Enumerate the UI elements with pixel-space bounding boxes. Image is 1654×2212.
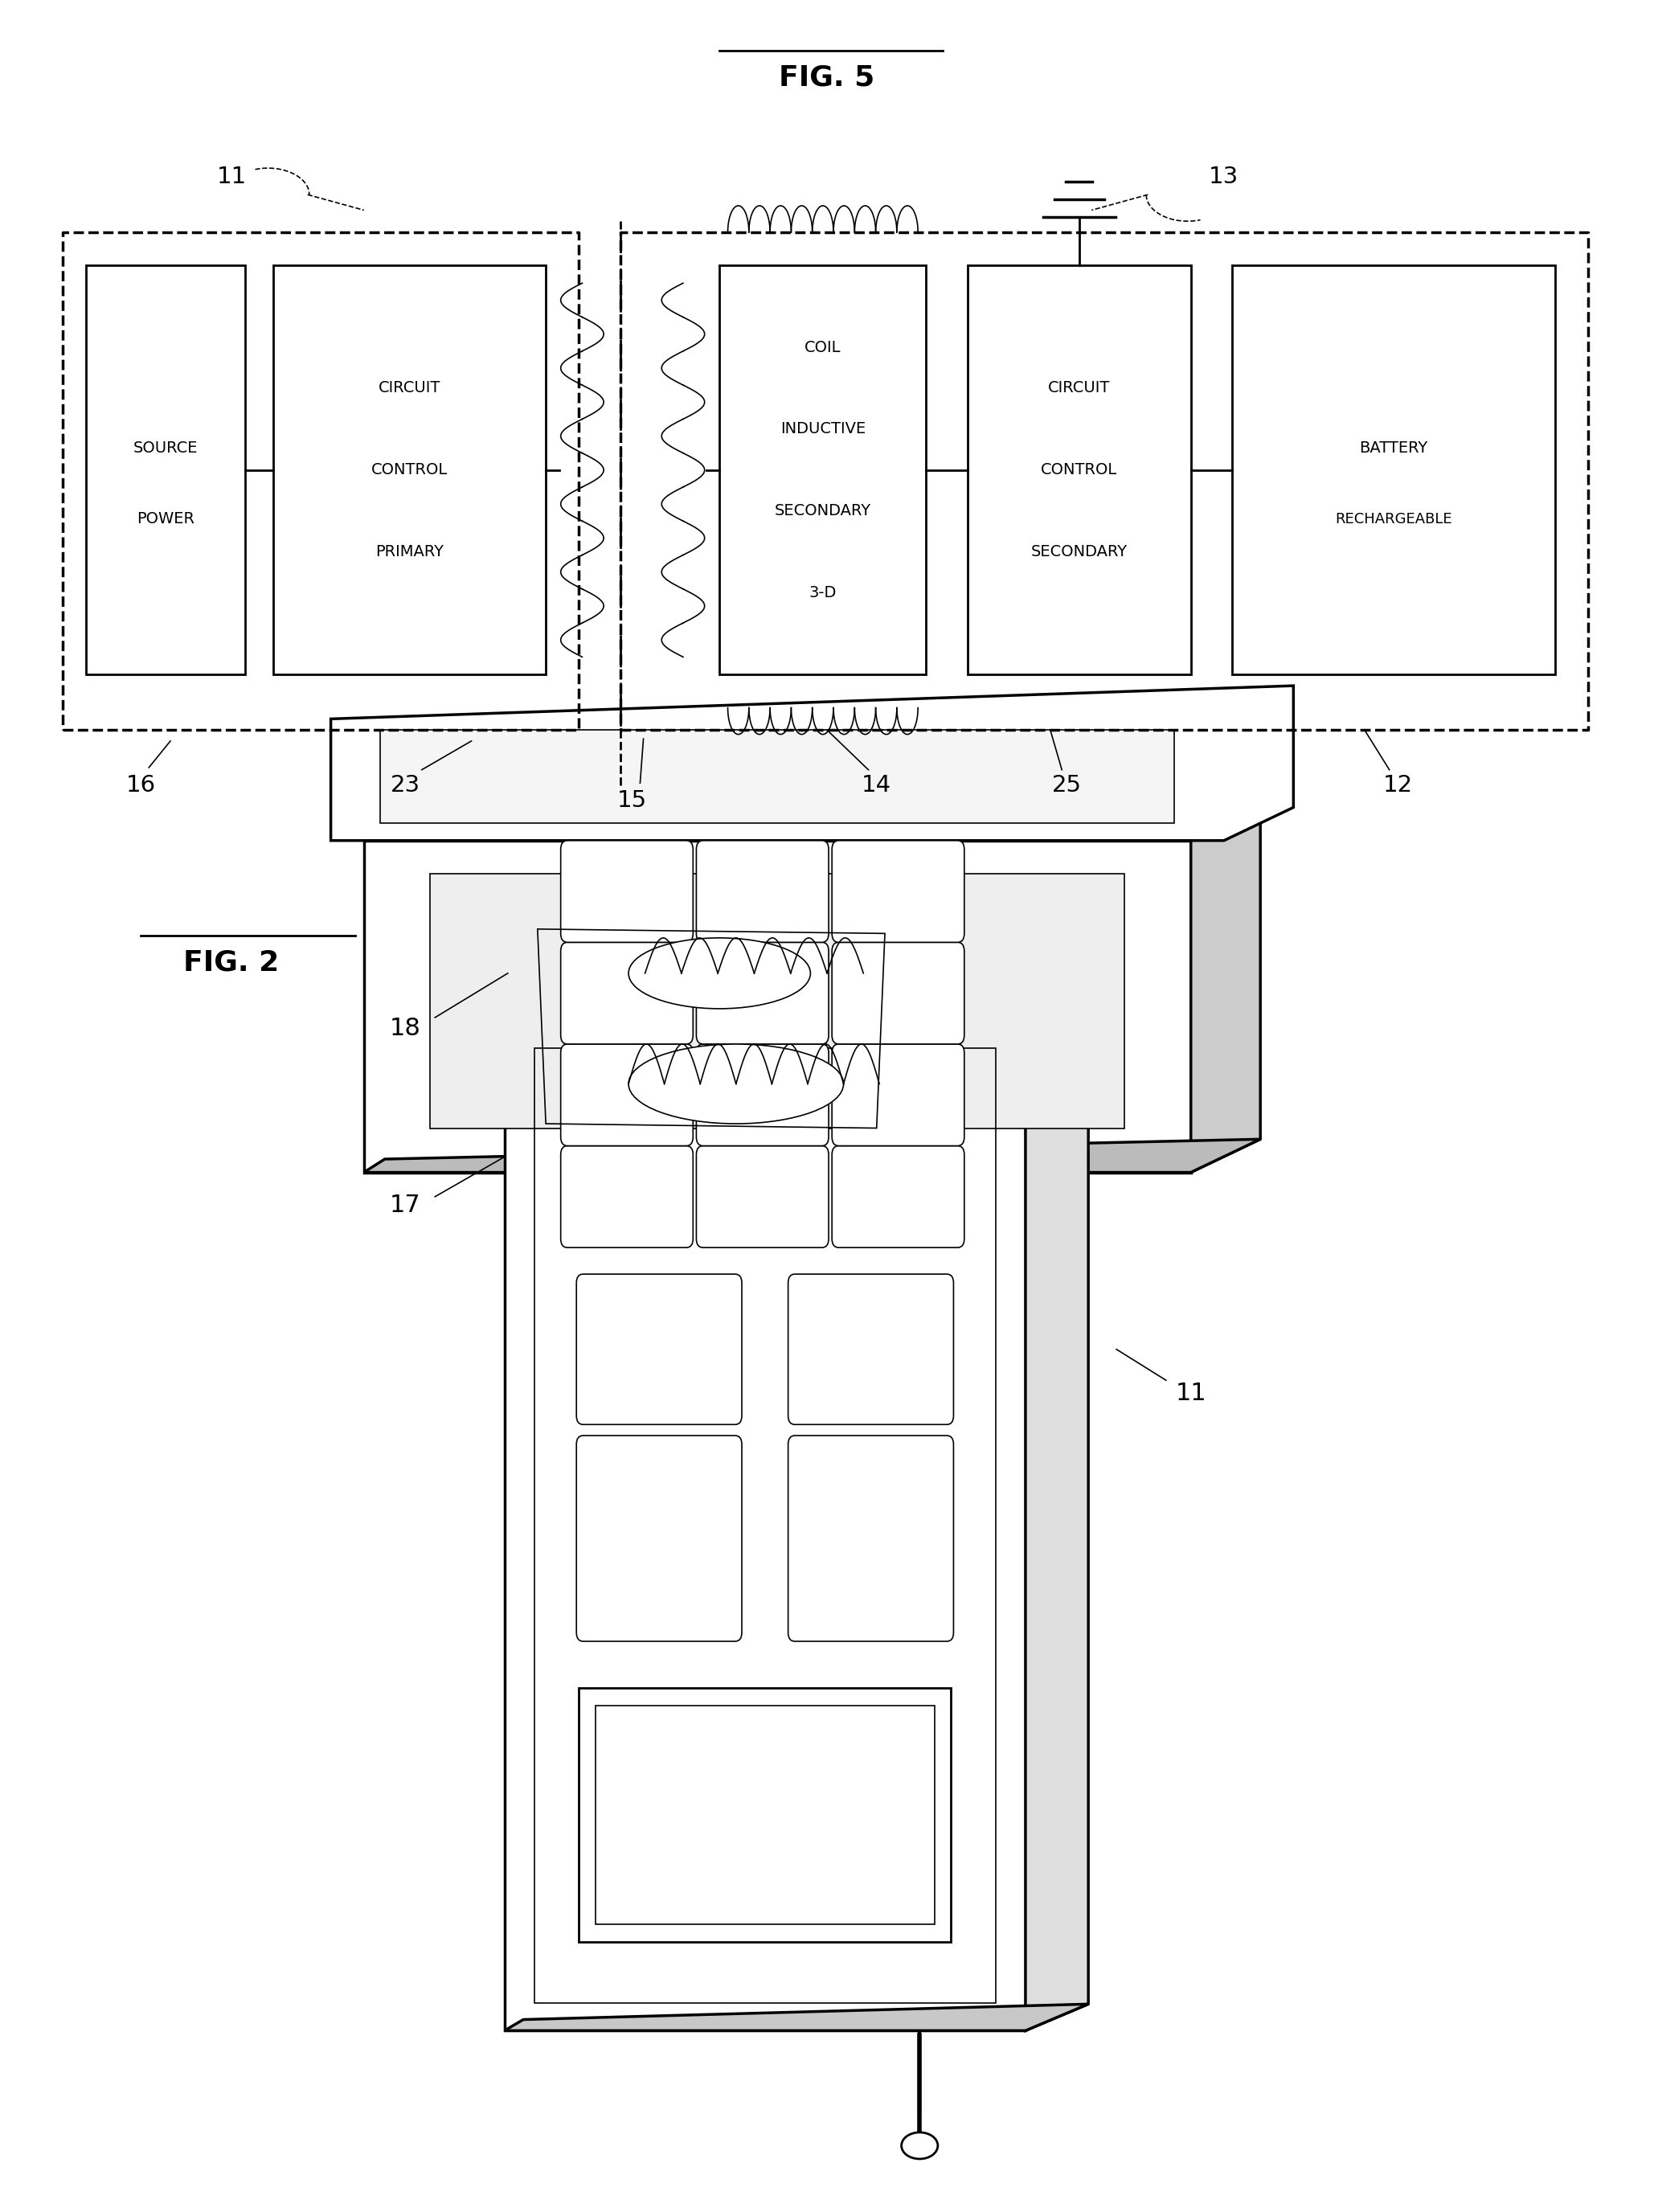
FancyBboxPatch shape — [561, 942, 693, 1044]
Text: CIRCUIT: CIRCUIT — [379, 380, 440, 396]
Text: BATTERY: BATTERY — [1360, 440, 1427, 456]
Ellipse shape — [629, 938, 810, 1009]
Text: CIRCUIT: CIRCUIT — [1049, 380, 1110, 396]
FancyBboxPatch shape — [561, 1044, 693, 1146]
Text: 17: 17 — [390, 1194, 420, 1217]
FancyBboxPatch shape — [696, 1146, 829, 1248]
FancyBboxPatch shape — [577, 1274, 741, 1425]
Text: INDUCTIVE: INDUCTIVE — [781, 422, 865, 436]
Text: CONTROL: CONTROL — [1040, 462, 1118, 478]
FancyBboxPatch shape — [561, 841, 693, 942]
Polygon shape — [380, 730, 1174, 823]
FancyBboxPatch shape — [577, 1436, 741, 1641]
Text: COIL: COIL — [804, 341, 842, 354]
Text: 10: 10 — [638, 1902, 668, 1924]
Bar — [579, 1688, 951, 1942]
Bar — [1232, 265, 1555, 675]
Text: 12: 12 — [1383, 774, 1413, 796]
Text: CONTROL: CONTROL — [370, 462, 448, 478]
FancyBboxPatch shape — [832, 1044, 964, 1146]
FancyBboxPatch shape — [787, 1274, 953, 1425]
Bar — [534, 1048, 996, 2002]
Ellipse shape — [629, 1044, 844, 1124]
Polygon shape — [1191, 807, 1260, 1172]
FancyBboxPatch shape — [832, 1146, 964, 1248]
Text: 15: 15 — [617, 790, 647, 812]
Polygon shape — [430, 874, 1125, 1128]
Text: 3-D: 3-D — [809, 586, 837, 599]
Text: 25: 25 — [1052, 774, 1082, 796]
Text: SECONDARY: SECONDARY — [1030, 544, 1128, 560]
FancyBboxPatch shape — [696, 1044, 829, 1146]
Bar — [595, 1705, 935, 1924]
FancyBboxPatch shape — [787, 1436, 953, 1641]
Polygon shape — [331, 686, 1293, 841]
Text: 18: 18 — [390, 1018, 420, 1040]
Polygon shape — [364, 841, 1191, 1172]
FancyBboxPatch shape — [561, 1146, 693, 1248]
Text: FIG. 2: FIG. 2 — [184, 949, 280, 975]
Text: POWER: POWER — [137, 511, 194, 526]
Polygon shape — [504, 2004, 1088, 2031]
Bar — [968, 265, 1191, 675]
Text: 11: 11 — [1176, 1382, 1206, 1405]
Text: 23: 23 — [390, 774, 420, 796]
Text: FIG. 5: FIG. 5 — [779, 64, 875, 91]
Polygon shape — [504, 1029, 1025, 2031]
Text: 16: 16 — [126, 774, 155, 796]
Bar — [273, 265, 546, 675]
Bar — [86, 265, 245, 675]
Ellipse shape — [901, 2132, 938, 2159]
Text: 14: 14 — [862, 774, 892, 796]
FancyBboxPatch shape — [832, 841, 964, 942]
Bar — [719, 265, 926, 675]
Text: PRIMARY: PRIMARY — [375, 544, 443, 560]
Polygon shape — [1025, 1002, 1088, 2031]
Text: RECHARGEABLE: RECHARGEABLE — [1335, 511, 1452, 526]
Text: 11: 11 — [217, 166, 246, 188]
Text: 13: 13 — [1209, 166, 1239, 188]
FancyBboxPatch shape — [832, 942, 964, 1044]
Text: SOURCE: SOURCE — [132, 440, 198, 456]
Polygon shape — [364, 1139, 1260, 1172]
Text: SECONDARY: SECONDARY — [774, 504, 872, 518]
FancyBboxPatch shape — [696, 942, 829, 1044]
FancyBboxPatch shape — [696, 841, 829, 942]
